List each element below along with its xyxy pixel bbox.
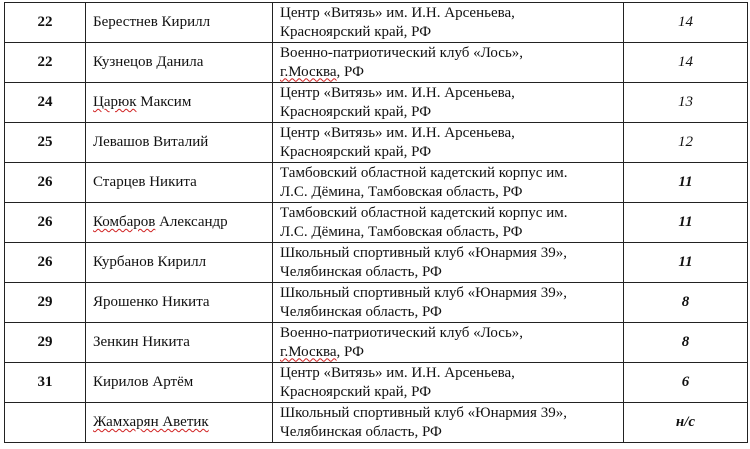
table-row: Жамхарян Аветик Школьный спортивный клуб … [4,402,748,443]
organization-line2: Л.С. Дёмина, Тамбовская область, РФ [280,183,523,200]
participant-name-misspelled: Комбаров [93,214,156,230]
organization-line2: , РФ [336,63,364,80]
organization-line2: Челябинская область, РФ [280,423,442,440]
participant-name-rest: Александр [155,214,228,230]
score-cell: 11 [623,202,748,243]
participant-name-rest: Максим [136,94,192,110]
place-cell [4,402,86,443]
participant-name: Комбаров Александр [85,202,273,243]
place-cell: 26 [4,202,86,243]
participant-name: Царюк Максим [85,82,273,123]
organization-cell: Школьный спортивный клуб «Юнармия 39», Че… [272,242,624,283]
participant-name-text: Кирилов Артём [93,374,194,390]
organization-line1: Тамбовский областной кадетский корпус им… [280,204,568,221]
participant-name: Левашов Виталий [85,122,273,163]
organization-city: г.Москва [280,343,337,360]
organization-line2: , РФ [336,343,364,360]
table-row: 31 Кирилов Артём Центр «Витязь» им. И.Н. А… [4,362,748,403]
place-cell: 24 [4,82,86,123]
participant-name: Берестнев Кирилл [85,2,273,43]
organization-cell: Центр «Витязь» им. И.Н. Арсеньева, Красно… [272,122,624,163]
organization-line2: Красноярский край, РФ [280,23,432,40]
organization-cell: Центр «Витязь» им. И.Н. Арсеньева, Красно… [272,362,624,403]
participant-name-text: Ярошенко Никита [93,294,210,310]
score-cell: 14 [623,2,748,43]
participant-name-misspelled: Царюк [93,94,137,110]
table-row: 26 Комбаров Александр Тамбовский областной… [4,202,748,243]
organization-line1: Военно-патриотический клуб «Лось», [280,324,524,341]
participant-name-text: Старцев Никита [93,174,197,190]
table-row: 24 Царюк Максим Центр «Витязь» им. И.Н. Ар… [4,82,748,123]
organization-line2: Красноярский край, РФ [280,103,432,120]
organization-cell: Тамбовский областной кадетский корпус им… [272,202,624,243]
participant-name: Жамхарян Аветик [85,402,273,443]
table-row: 26 Старцев Никита Тамбовский областной кад… [4,162,748,203]
organization-cell: Военно-патриотический клуб «Лось», г.Моск… [272,322,624,363]
organization-line1: Центр «Витязь» им. И.Н. Арсеньева, [280,124,515,141]
place-cell: 25 [4,122,86,163]
participant-name: Старцев Никита [85,162,273,203]
place-cell: 26 [4,162,86,203]
participant-name-text: Курбанов Кирилл [93,254,207,270]
participant-name-misspelled: Жамхарян Аветик [93,414,209,430]
score-cell: 6 [623,362,748,403]
organization-line1: Школьный спортивный клуб «Юнармия 39», [280,404,567,421]
score-cell: 14 [623,42,748,83]
place-cell: 22 [4,2,86,43]
participant-name: Зенкин Никита [85,322,273,363]
participant-name: Кузнецов Данила [85,42,273,83]
organization-line2: Челябинская область, РФ [280,263,442,280]
table-row: 22 Берестнев Кирилл Центр «Витязь» им. И.Н… [4,2,748,43]
score-cell: 8 [623,322,748,363]
place-cell: 29 [4,282,86,323]
organization-city: г.Москва [280,63,337,80]
participant-name-text: Левашов Виталий [93,134,209,150]
table-row: 29 Ярошенко Никита Школьный спортивный клу… [4,282,748,323]
score-cell: 12 [623,122,748,163]
organization-cell: Центр «Витязь» им. И.Н. Арсеньева, Красно… [272,2,624,43]
organization-line1: Центр «Витязь» им. И.Н. Арсеньева, [280,4,515,21]
organization-line1: Тамбовский областной кадетский корпус им… [280,164,568,181]
table-row: 22 Кузнецов Данила Военно-патриотический к… [4,42,748,83]
results-table: 22 Берестнев Кирилл Центр «Витязь» им. И.Н… [4,2,748,443]
organization-line1: Военно-патриотический клуб «Лось», [280,44,524,61]
participant-name: Кирилов Артём [85,362,273,403]
participant-name: Ярошенко Никита [85,282,273,323]
participant-name-text: Берестнев Кирилл [93,14,211,30]
place-cell: 29 [4,322,86,363]
organization-cell: Тамбовский областной кадетский корпус им… [272,162,624,203]
place-cell: 22 [4,42,86,83]
organization-cell: Школьный спортивный клуб «Юнармия 39», Че… [272,402,624,443]
table-row: 29 Зенкин Никита Военно-патриотический клу… [4,322,748,363]
organization-line2: Красноярский край, РФ [280,143,432,160]
organization-line2: Челябинская область, РФ [280,303,442,320]
organization-line1: Школьный спортивный клуб «Юнармия 39», [280,284,567,301]
organization-line2: Л.С. Дёмина, Тамбовская область, РФ [280,223,523,240]
organization-cell: Центр «Витязь» им. И.Н. Арсеньева, Красно… [272,82,624,123]
score-cell: н/с [623,402,748,443]
participant-name: Курбанов Кирилл [85,242,273,283]
score-cell: 8 [623,282,748,323]
organization-cell: Школьный спортивный клуб «Юнармия 39», Че… [272,282,624,323]
place-cell: 26 [4,242,86,283]
table-row: 25 Левашов Виталий Центр «Витязь» им. И.Н.… [4,122,748,163]
table-row: 26 Курбанов Кирилл Школьный спортивный клу… [4,242,748,283]
organization-cell: Военно-патриотический клуб «Лось», г.Моск… [272,42,624,83]
score-cell: 13 [623,82,748,123]
participant-name-text: Кузнецов Данила [93,54,204,70]
score-cell: 11 [623,162,748,203]
organization-line2: Красноярский край, РФ [280,383,432,400]
organization-line1: Центр «Витязь» им. И.Н. Арсеньева, [280,364,515,381]
participant-name-text: Зенкин Никита [93,334,190,350]
organization-line1: Школьный спортивный клуб «Юнармия 39», [280,244,567,261]
place-cell: 31 [4,362,86,403]
organization-line1: Центр «Витязь» им. И.Н. Арсеньева, [280,84,515,101]
score-cell: 11 [623,242,748,283]
